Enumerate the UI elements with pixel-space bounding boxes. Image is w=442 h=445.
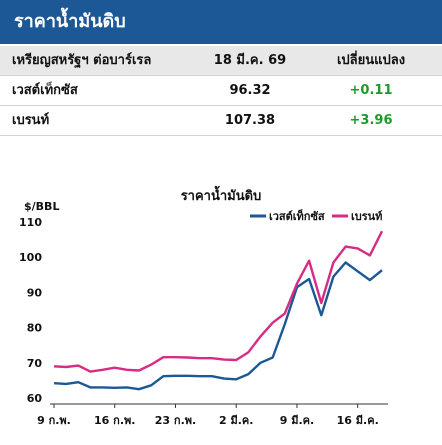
y-tick-label: 100	[19, 251, 42, 264]
y-tick-label: 80	[27, 322, 43, 335]
page-title: ราคาน้ำมันดิบ	[0, 0, 442, 44]
x-tick-label: 23 ก.พ.	[155, 414, 196, 427]
x-tick-label: 2 มี.ค.	[219, 414, 253, 427]
price-table: เหรียญสหรัฐฯ ต่อบาร์เรล 18 มี.ค. 69 เปลี…	[0, 46, 442, 136]
table-header-row: เหรียญสหรัฐฯ ต่อบาร์เรล 18 มี.ค. 69 เปลี…	[0, 46, 442, 76]
table-row-wti: เวสต์เท็กซัส 96.32 +0.11	[0, 76, 442, 106]
x-tick-label: 16 มี.ค.	[337, 414, 379, 427]
y-tick-label: 110	[19, 216, 42, 229]
column-header-change: เปลี่ยนแปลง	[336, 53, 406, 68]
table-row-brent: เบรนท์ 107.38 +3.96	[0, 106, 442, 136]
legend-label-0: เวสต์เท็กซัส	[269, 209, 325, 223]
y-axis-label: $/BBL	[24, 200, 59, 213]
y-tick-label: 70	[27, 357, 43, 370]
x-tick-label: 9 ก.พ.	[37, 414, 71, 427]
brent-price: 107.38	[224, 113, 276, 128]
row-label-brent: เบรนท์	[12, 113, 50, 128]
plot-area	[53, 230, 384, 391]
y-axis: 60 70 80 90 100 110	[19, 216, 42, 405]
wti-change: +0.11	[349, 83, 393, 98]
chart-legend: เวสต์เท็กซัส เบรนท์	[250, 209, 382, 223]
x-axis: 9 ก.พ. 16 ก.พ. 23 ก.พ. 2 มี.ค. 9 มี.ค. 16 มี.…	[37, 403, 388, 427]
brent-change: +3.96	[349, 113, 393, 128]
y-tick-label: 60	[27, 392, 43, 405]
legend-label-1: เบรนท์	[351, 210, 382, 223]
column-header-date: 18 มี.ค. 69	[213, 53, 287, 68]
chart-title: ราคาน้ำมันดิบ	[181, 185, 262, 204]
y-tick-label: 90	[27, 286, 43, 299]
oil-price-chart: ราคาน้ำมันดิบ $/BBL เวสต์เท็กซัส เบรนท์ 6…	[19, 185, 388, 427]
row-label-wti: เวสต์เท็กซัส	[12, 83, 78, 98]
series-line-0	[53, 261, 383, 391]
wti-price: 96.32	[229, 83, 271, 98]
series-line-1	[53, 230, 384, 373]
column-header-unit: เหรียญสหรัฐฯ ต่อบาร์เรล	[12, 53, 152, 68]
x-tick-label: 9 มี.ค.	[280, 414, 314, 427]
x-tick-label: 16 ก.พ.	[94, 414, 135, 427]
